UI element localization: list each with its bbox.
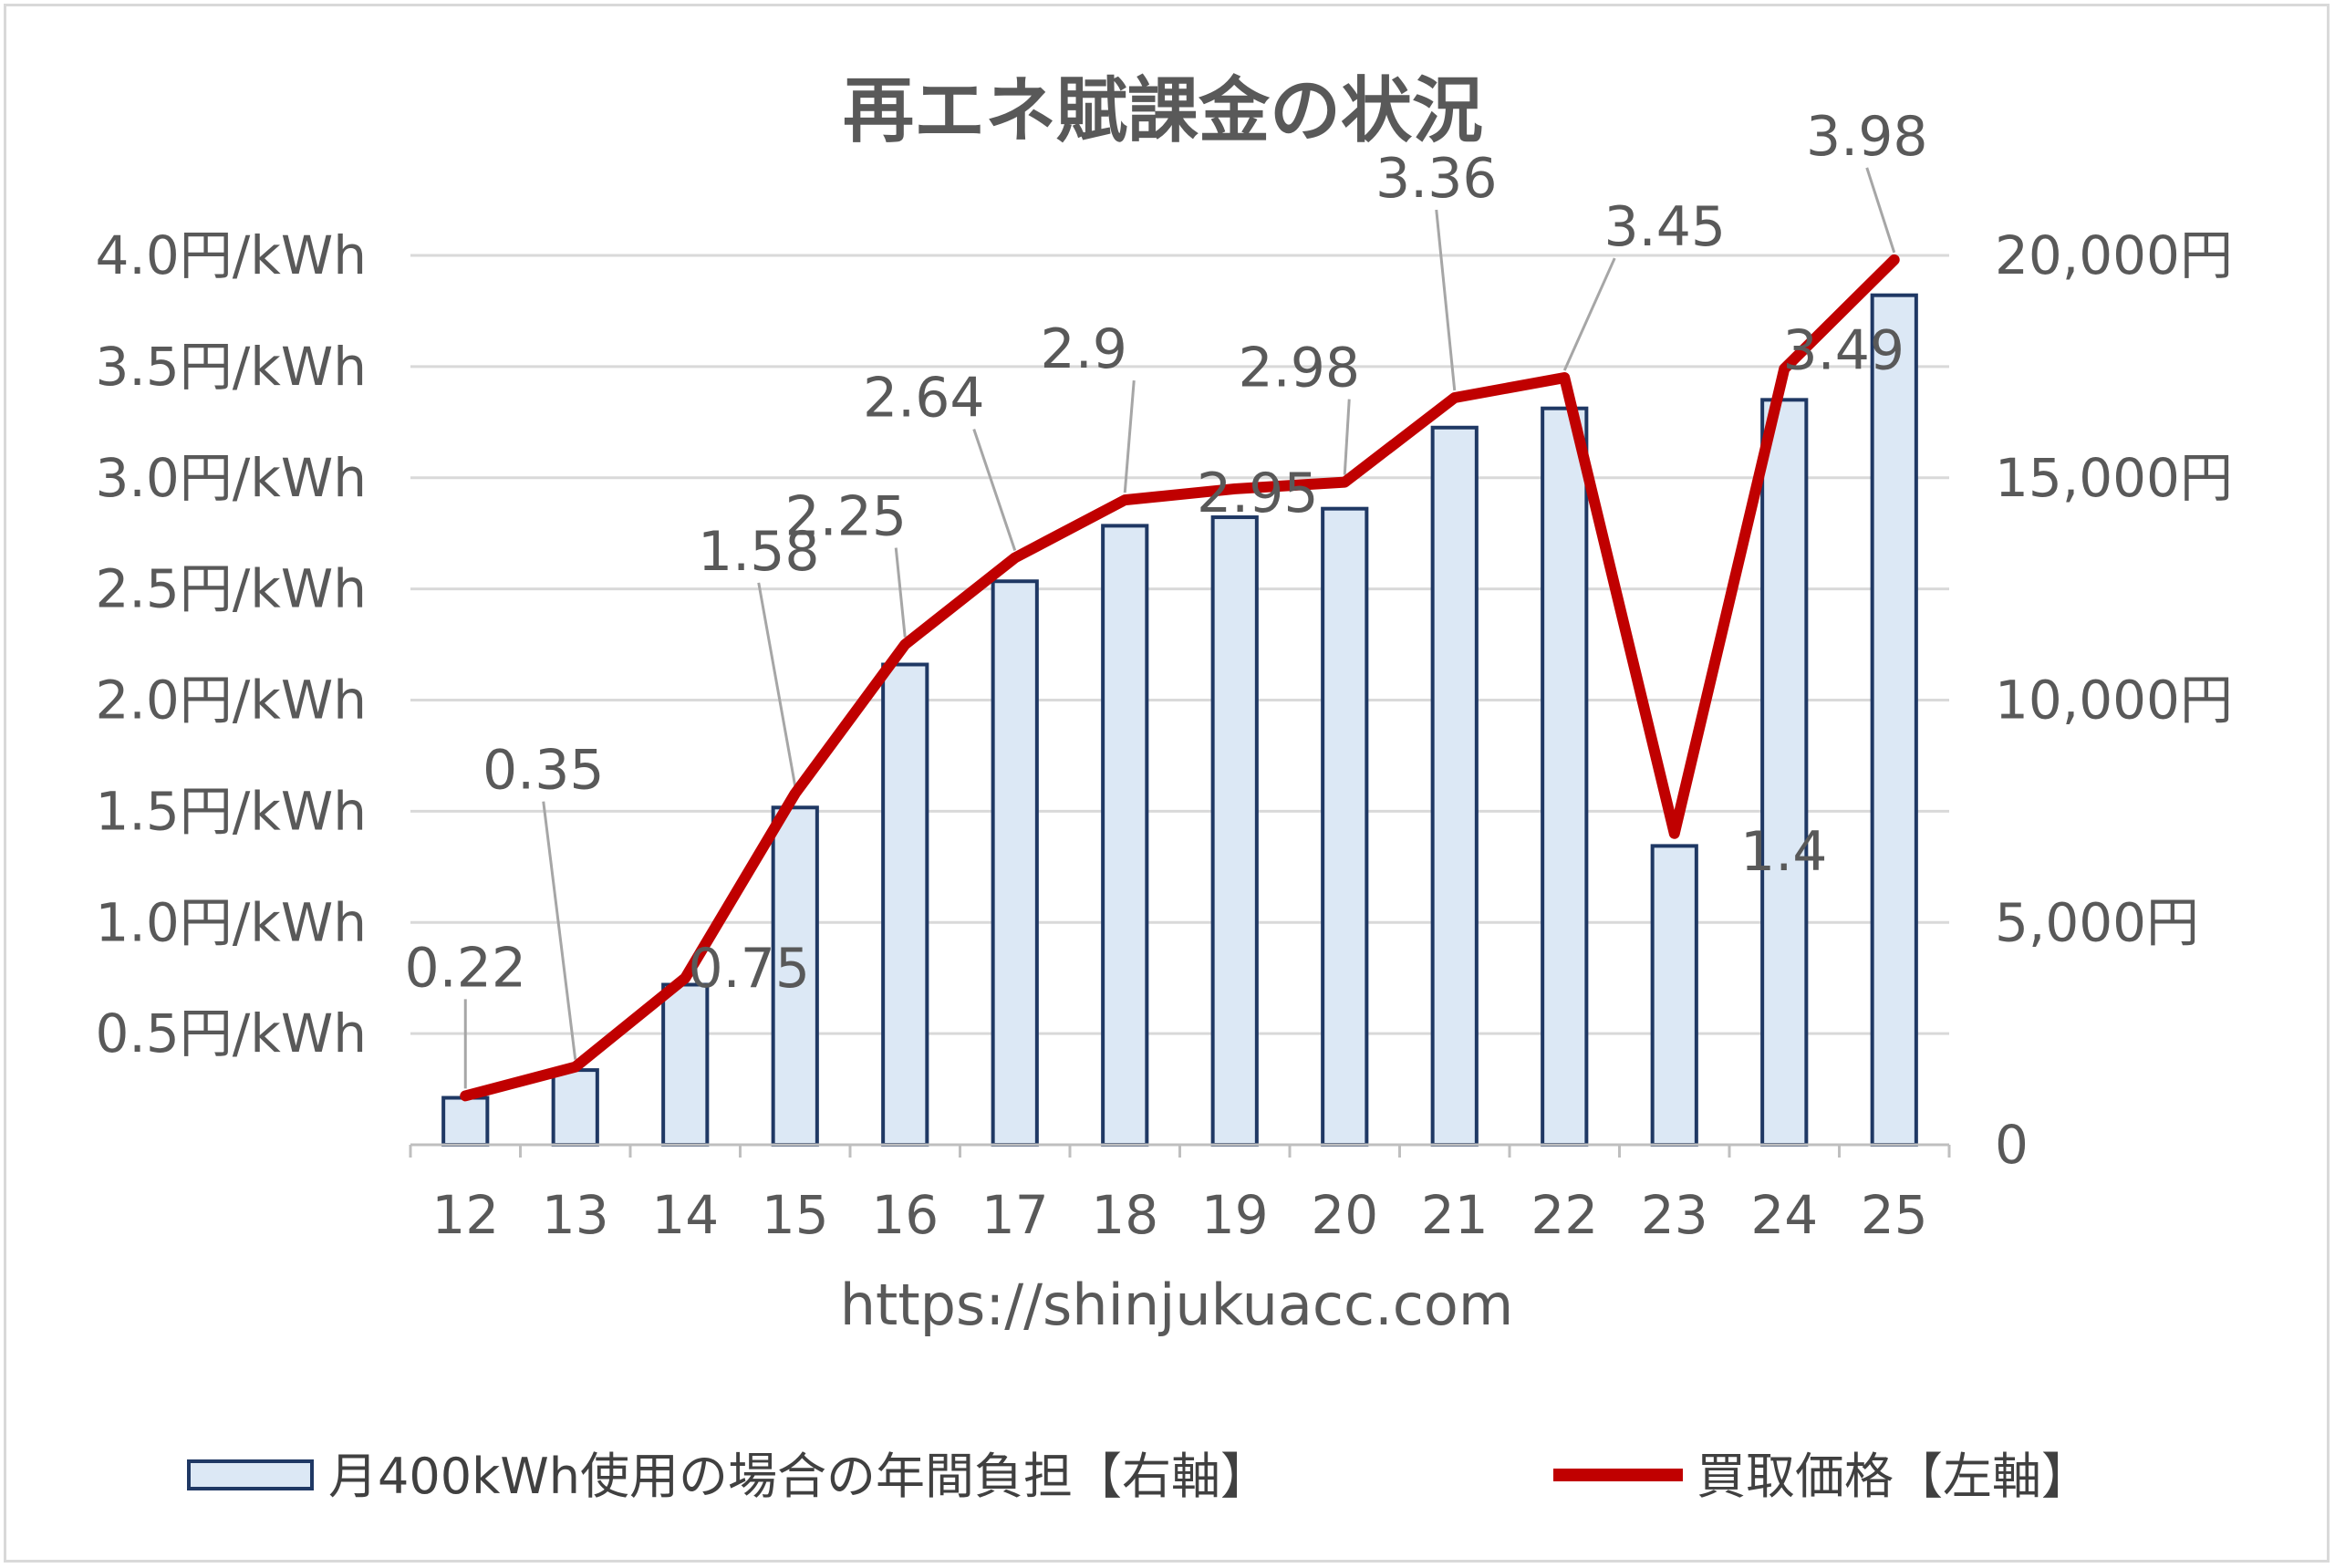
leader-line (1562, 257, 1616, 371)
bar (1870, 293, 1918, 1147)
x-tick-label: 21 (1421, 1184, 1489, 1246)
y-axis-left: 0.5円/kWh 1.0円/kWh 1.5円/kWh 2.0円/kWh 2.5円/kWh… (96, 224, 367, 1064)
bar (1541, 406, 1589, 1147)
data-label: 3.98 (1806, 105, 1928, 169)
x-tick-label: 22 (1531, 1184, 1598, 1246)
x-tick-label: 18 (1091, 1184, 1158, 1246)
y-left-tick-label: 4.0円/kWh (96, 224, 367, 286)
y-left-tick-label: 1.0円/kWh (96, 891, 367, 953)
data-label: 2.95 (1197, 462, 1319, 525)
bar (1760, 398, 1809, 1147)
x-tick-label: 25 (1861, 1184, 1928, 1246)
legend-label-line: 買取価格【左軸】 (1697, 1448, 2091, 1505)
x-tick-label: 17 (981, 1184, 1049, 1246)
data-label: 2.25 (784, 485, 907, 549)
x-tick-label: 19 (1201, 1184, 1269, 1246)
x-axis-label: https://shinjukuacc.com (840, 1272, 1513, 1338)
bar-series (441, 293, 1918, 1147)
leader-line (1865, 167, 1896, 254)
bar (991, 579, 1039, 1147)
data-label: 1.4 (1740, 820, 1827, 884)
y-right-tick-label: 10,000円 (1995, 670, 2233, 732)
x-tick-label: 15 (762, 1184, 829, 1246)
data-label: 0.75 (688, 937, 810, 1001)
data-label: 2.98 (1238, 337, 1360, 400)
data-label-leaders (463, 167, 1896, 1089)
line-series (460, 254, 1900, 1102)
legend-swatch-bar (187, 1459, 314, 1490)
x-tick-label: 20 (1311, 1184, 1378, 1246)
leader-line (757, 582, 797, 787)
data-label: 2.9 (1041, 317, 1127, 381)
leader-line (1123, 380, 1136, 493)
y-left-tick-label: 2.0円/kWh (96, 670, 367, 732)
data-label: 3.49 (1782, 318, 1904, 382)
x-tick-label: 16 (871, 1184, 939, 1246)
bar (1101, 524, 1149, 1147)
legend: 月400kWh使用の場合の年間負担【右軸】 買取価格【左軸】 (187, 1448, 2091, 1505)
data-label: 1.58 (698, 520, 820, 584)
y-axis-right: 0 5,000円 10,000円 15,000円 20,000円 (1995, 224, 2233, 1176)
y-right-tick-label: 0 (1995, 1114, 2029, 1176)
y-left-tick-label: 1.5円/kWh (96, 780, 367, 842)
x-tick-label: 13 (542, 1184, 609, 1246)
leader-line (1343, 399, 1351, 475)
data-label: 3.45 (1603, 195, 1726, 259)
legend-label-bar: 月400kWh使用の場合の年間負担【右軸】 (328, 1448, 1270, 1505)
y-right-tick-label: 15,000円 (1995, 447, 2233, 509)
data-label: 3.36 (1375, 147, 1498, 211)
bar (1321, 506, 1369, 1147)
x-axis: 12 13 14 15 16 17 18 19 20 21 22 23 24 25 (409, 1143, 1951, 1246)
bar (551, 1068, 599, 1147)
x-tick-label: 23 (1641, 1184, 1708, 1246)
y-left-tick-label: 2.5円/kWh (96, 558, 367, 620)
data-label: 2.64 (863, 367, 985, 431)
x-tick-label: 14 (651, 1184, 719, 1246)
chart-frame (4, 4, 2330, 1563)
chart-title: 再エネ賦課金の状況 (843, 70, 1483, 152)
bar (661, 982, 710, 1147)
line-path (460, 254, 1900, 1102)
y-left-tick-label: 3.5円/kWh (96, 336, 367, 398)
leader-line (972, 429, 1017, 551)
y-right-tick-label: 20,000円 (1995, 224, 2233, 286)
x-tick-label: 12 (431, 1184, 499, 1246)
bar (441, 1096, 490, 1147)
bar (881, 662, 929, 1147)
data-labels: 0.22 0.35 0.75 1.582.25 2.64 2.9 2.95 2.98 3.36 3… (404, 105, 1927, 1001)
y-left-tick-label: 3.0円/kWh (96, 447, 367, 509)
data-label: 0.22 (404, 936, 526, 1000)
y-right-tick-label: 5,000円 (1995, 891, 2199, 953)
y-left-tick-label: 0.5円/kWh (96, 1002, 367, 1064)
leader-line (894, 547, 907, 638)
bar (1650, 844, 1698, 1147)
x-tick-label: 24 (1750, 1184, 1818, 1246)
bar (1430, 425, 1479, 1147)
bar (1210, 515, 1259, 1147)
data-label: 0.35 (483, 739, 605, 803)
leader-line (1435, 209, 1457, 391)
leader-line (542, 801, 577, 1060)
